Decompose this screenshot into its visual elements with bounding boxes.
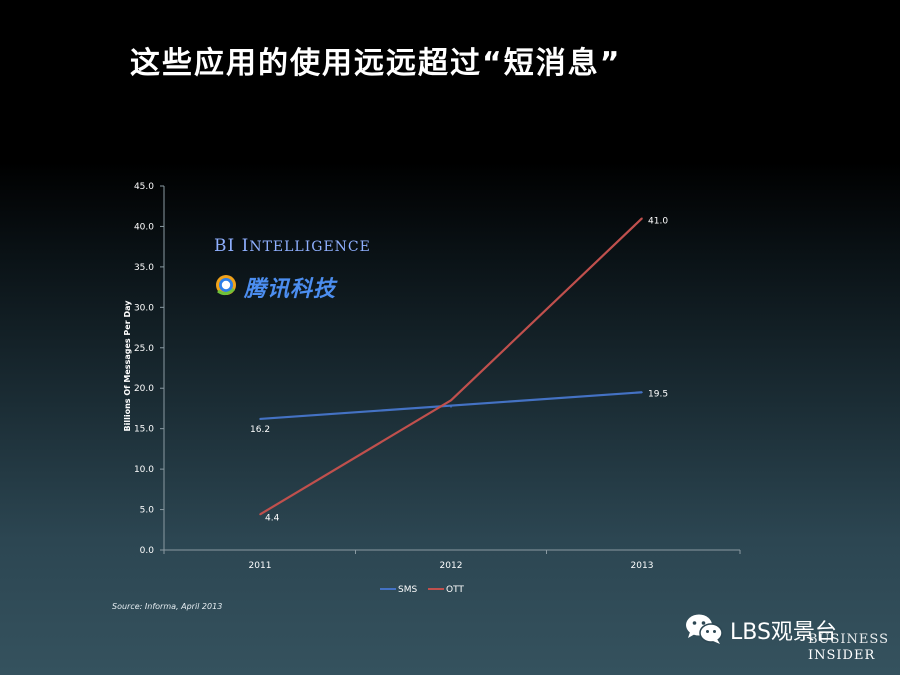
y-tick-label: 10.0 bbox=[134, 465, 154, 475]
y-tick-label: 30.0 bbox=[134, 303, 154, 313]
bi-logo-first: BI I bbox=[214, 236, 250, 256]
x-tick-label: 2012 bbox=[440, 561, 463, 571]
wechat-icon bbox=[686, 614, 723, 644]
source-note: Source: Informa, April 2013 bbox=[112, 602, 223, 611]
data-label-sms: 16.2 bbox=[250, 425, 270, 435]
series-line-sms bbox=[259, 391, 643, 421]
y-tick-label: 20.0 bbox=[134, 384, 154, 394]
chart-series: 16.2 19.5 4.4 41.0 bbox=[250, 216, 668, 523]
data-point-ott bbox=[259, 513, 261, 516]
business-insider-logo: BUSINESS INSIDER bbox=[808, 632, 889, 664]
data-point-ott bbox=[450, 399, 452, 402]
business-insider-line1: BUSINESS bbox=[808, 632, 889, 647]
data-point-ott bbox=[641, 217, 643, 220]
tencent-logo-text: 腾讯科技 bbox=[244, 277, 337, 302]
series-line-ott bbox=[259, 217, 643, 516]
slide-title: 这些应用的使用远远超过“短消息” bbox=[130, 46, 622, 81]
chart-axes bbox=[163, 186, 740, 551]
legend-label-sms: SMS bbox=[398, 585, 417, 595]
y-tick-label: 40.0 bbox=[134, 222, 154, 232]
y-tick-label: 5.0 bbox=[140, 506, 155, 516]
data-point-sms bbox=[641, 391, 643, 394]
chart-legend: SMS OTT bbox=[380, 585, 464, 595]
y-tick-label: 0.0 bbox=[140, 546, 155, 556]
legend-label-ott: OTT bbox=[446, 585, 464, 595]
bi-intelligence-logo: BI INTELLIGENCE bbox=[214, 236, 371, 256]
y-tick-label: 35.0 bbox=[134, 263, 154, 273]
y-tick-label: 25.0 bbox=[134, 344, 154, 354]
data-label-ott: 4.4 bbox=[265, 513, 280, 523]
data-label-ott: 41.0 bbox=[648, 216, 668, 226]
y-tick-label: 45.0 bbox=[134, 182, 154, 192]
y-axis-label: Billions Of Messages Per Day bbox=[123, 300, 132, 432]
data-point-sms bbox=[450, 406, 452, 408]
x-tick-label: 2011 bbox=[249, 561, 272, 571]
data-point-sms bbox=[259, 418, 261, 420]
tencent-logo-icon bbox=[216, 275, 236, 296]
data-label-sms: 19.5 bbox=[648, 389, 668, 399]
bi-logo-rest: NTELLIGENCE bbox=[249, 239, 371, 255]
x-tick-label: 2013 bbox=[631, 561, 654, 571]
business-insider-line2: INSIDER bbox=[808, 648, 876, 663]
y-tick-label: 15.0 bbox=[134, 425, 154, 435]
wechat-account-name: LBS观景台 bbox=[730, 620, 837, 645]
chart-ticks: 0.0 5.0 10.0 15.0 20.0 25.0 30.0 35.0 40.0 45.0 20… bbox=[134, 182, 741, 571]
